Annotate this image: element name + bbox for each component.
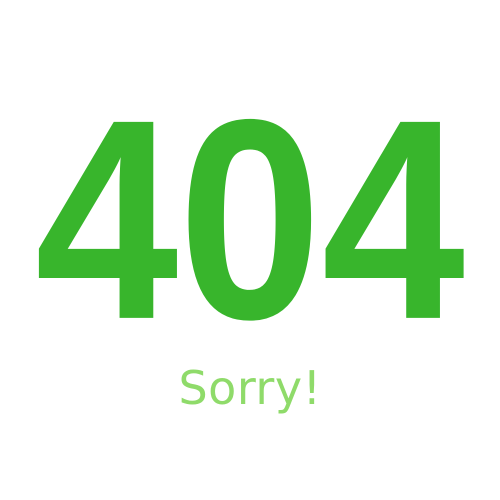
error-code-graphic: 404 (35, 95, 467, 345)
error-code-container: 404 (0, 95, 500, 345)
error-code: 404 (35, 95, 467, 345)
error-message: Sorry! (178, 361, 322, 415)
